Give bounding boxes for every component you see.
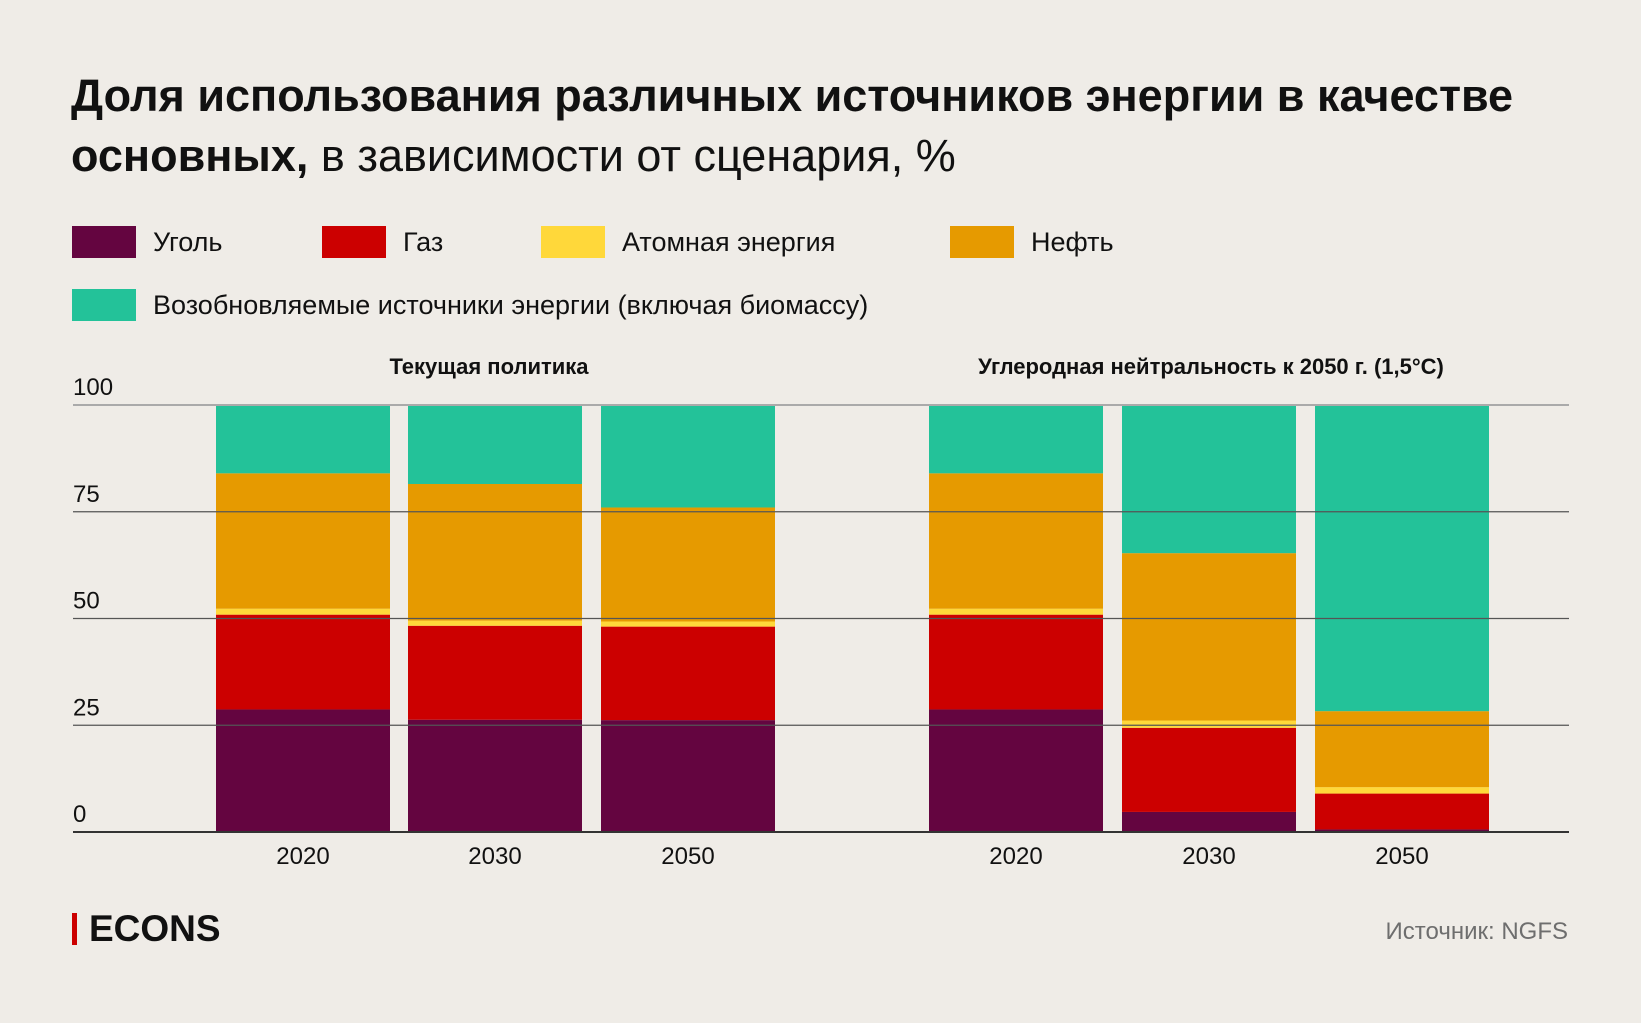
bar-segment	[216, 608, 390, 615]
legend-item-coal: Уголь	[72, 226, 222, 258]
bar-segment	[601, 626, 775, 721]
legend-label: Уголь	[153, 226, 223, 257]
y-tick-label: 25	[73, 694, 100, 721]
bar-segment	[929, 709, 1103, 832]
bar-segment	[929, 608, 1103, 615]
y-tick-label: 50	[73, 588, 100, 615]
legend-swatch	[541, 226, 605, 258]
bar-segment	[601, 720, 775, 832]
bar-segment	[929, 405, 1103, 474]
y-tick-label: 75	[73, 481, 100, 508]
bar-segment	[216, 709, 390, 832]
bar-segment	[1122, 405, 1296, 554]
bar-segment	[1315, 829, 1489, 832]
x-tick-label: 2030	[468, 843, 521, 870]
y-tick-label: 0	[73, 801, 86, 828]
legend-label: Возобновляемые источники энергии (включа…	[153, 289, 869, 320]
title-rest: в зависимости от сценария, %	[308, 130, 956, 181]
legend-item-gas: Газ	[322, 226, 443, 258]
bar-segment	[408, 620, 582, 626]
bar-segment	[1122, 811, 1296, 832]
chart-title: Доля использования различных источников …	[71, 66, 1571, 186]
legend-swatch	[322, 226, 386, 258]
bar-segment	[408, 483, 582, 621]
bar-segment	[601, 507, 775, 622]
bar-segment	[1122, 720, 1296, 728]
bar-segment	[216, 614, 390, 710]
bar-segment	[1315, 787, 1489, 794]
y-tick-label: 100	[73, 374, 113, 401]
x-tick-label: 2030	[1182, 843, 1235, 870]
bar-segment	[216, 405, 390, 474]
x-tick-label: 2050	[1375, 843, 1428, 870]
logo-text: ECONS	[89, 908, 221, 949]
legend-label: Газ	[403, 226, 444, 257]
bar-segment	[216, 473, 390, 609]
source-note: Источник: NGFS	[1385, 918, 1568, 945]
bar-segment	[601, 405, 775, 508]
bar-segment	[1315, 405, 1489, 712]
legend-swatch	[72, 289, 136, 321]
bar-segment	[1122, 553, 1296, 721]
bar-segment	[929, 614, 1103, 710]
bar-segment	[929, 473, 1103, 609]
legend-label: Нефть	[1031, 226, 1114, 257]
bar-segment	[408, 719, 582, 832]
legend-swatch	[72, 226, 136, 258]
legend-item-renewables: Возобновляемые источники энергии (включа…	[72, 289, 868, 321]
econs-logo: ECONS	[72, 908, 221, 950]
bar-segment	[1315, 793, 1489, 830]
title-bold: Доля использования различных источников …	[71, 70, 1514, 181]
legend-item-nuclear: Атомная энергия	[541, 226, 835, 258]
x-tick-label: 2020	[276, 843, 329, 870]
bar-segment	[1315, 711, 1489, 788]
panel-title: Углеродная нейтральность к 2050 г. (1,5°…	[978, 354, 1444, 379]
legend-swatch	[950, 226, 1014, 258]
bar-segment	[408, 625, 582, 720]
logo-bar	[72, 913, 77, 945]
bar-segment	[1122, 727, 1296, 812]
x-tick-label: 2050	[661, 843, 714, 870]
legend-label: Атомная энергия	[622, 226, 836, 257]
x-tick-label: 2020	[989, 843, 1042, 870]
bar-segment	[601, 621, 775, 627]
bar-segment	[408, 405, 582, 484]
legend-item-oil: Нефть	[950, 226, 1114, 258]
panel-title: Текущая политика	[389, 354, 589, 379]
